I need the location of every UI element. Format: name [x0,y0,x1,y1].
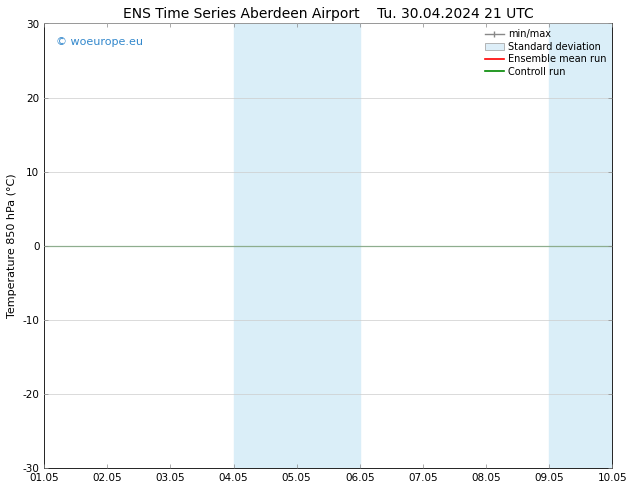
Text: © woeurope.eu: © woeurope.eu [56,37,143,47]
Title: ENS Time Series Aberdeen Airport    Tu. 30.04.2024 21 UTC: ENS Time Series Aberdeen Airport Tu. 30.… [123,7,534,21]
Legend: min/max, Standard deviation, Ensemble mean run, Controll run: min/max, Standard deviation, Ensemble me… [481,25,611,80]
Bar [549,24,612,468]
Bar [233,24,297,468]
Y-axis label: Temperature 850 hPa (°C): Temperature 850 hPa (°C) [7,173,17,318]
Bar [297,24,360,468]
